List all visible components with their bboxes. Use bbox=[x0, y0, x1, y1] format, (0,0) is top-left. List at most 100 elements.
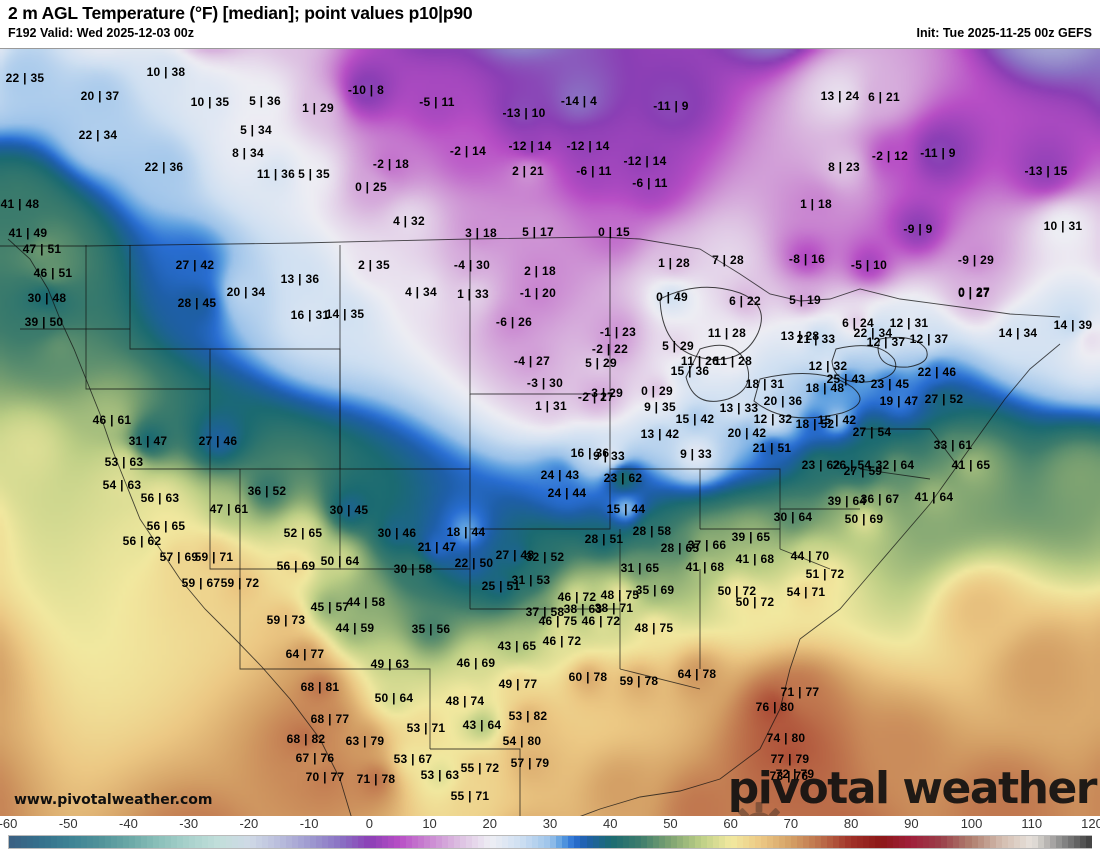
point-value-label: 1 | 33 bbox=[457, 287, 489, 301]
point-value-label: 53 | 71 bbox=[406, 721, 446, 735]
colorbar-segment bbox=[105, 836, 112, 848]
point-value-label: 5 | 29 bbox=[585, 356, 617, 370]
point-value-label: 53 | 67 bbox=[393, 752, 433, 766]
point-value-label: 64 | 78 bbox=[677, 667, 717, 681]
point-value-label: 44 | 58 bbox=[346, 595, 386, 609]
point-value-label: -13 | 15 bbox=[1024, 164, 1068, 178]
point-value-label: 2 | 35 bbox=[358, 258, 390, 272]
point-value-label: -2 | 27 bbox=[577, 390, 615, 404]
colorbar-segment bbox=[321, 836, 328, 848]
colorbar-tick: 90 bbox=[904, 816, 919, 831]
colorbar-tick: 80 bbox=[843, 816, 859, 831]
point-value-label: 37 | 58 bbox=[525, 605, 565, 619]
point-value-label: -2 | 14 bbox=[449, 144, 487, 158]
point-value-label: 59 | 73 bbox=[266, 613, 306, 627]
colorbar-segment bbox=[418, 836, 425, 848]
point-value-label: 13 | 36 bbox=[280, 272, 320, 286]
colorbar-tick: 70 bbox=[783, 816, 799, 831]
colorbar-segment bbox=[171, 836, 178, 848]
point-value-label: 49 | 77 bbox=[498, 677, 538, 691]
point-value-label: -12 | 14 bbox=[566, 139, 610, 153]
colorbar-segment bbox=[893, 836, 900, 848]
point-value-label: 50 | 69 bbox=[844, 512, 884, 526]
colorbar-segment bbox=[532, 836, 539, 848]
colorbar-segment bbox=[33, 836, 40, 848]
colorbar-segment bbox=[189, 836, 196, 848]
colorbar-segment bbox=[195, 836, 202, 848]
point-value-label: 0 | 27 bbox=[958, 285, 990, 299]
colorbar-segment bbox=[562, 836, 569, 848]
point-value-label: 54 | 71 bbox=[786, 585, 826, 599]
point-value-label: 38 | 71 bbox=[594, 601, 634, 615]
colorbar-segment bbox=[803, 836, 810, 848]
point-value-label: 53 | 63 bbox=[420, 768, 460, 782]
point-value-label: -2 | 12 bbox=[871, 149, 909, 163]
colorbar-segment bbox=[857, 836, 864, 848]
colorbar-segment bbox=[845, 836, 852, 848]
point-value-label: 48 | 75 bbox=[634, 621, 674, 635]
point-value-label: 25 | 43 bbox=[826, 372, 866, 386]
colorbar-segment bbox=[550, 836, 557, 848]
point-value-label: 1 | 18 bbox=[800, 197, 832, 211]
point-value-label: 44 | 59 bbox=[335, 621, 375, 635]
colorbar-segment bbox=[514, 836, 521, 848]
point-value-label: 50 | 72 bbox=[735, 595, 775, 609]
point-value-label: 22 | 34 bbox=[853, 326, 893, 340]
colorbar-segment bbox=[658, 836, 665, 848]
point-value-label: -3 | 29 bbox=[586, 386, 624, 400]
point-value-label: 57 | 69 bbox=[159, 550, 199, 564]
point-value-label: 56 | 63 bbox=[140, 491, 180, 505]
site-url-label: www.pivotalweather.com bbox=[14, 792, 213, 808]
point-value-label: 59 | 71 bbox=[194, 550, 234, 564]
colorbar-segment bbox=[899, 836, 906, 848]
point-value-label: 56 | 62 bbox=[122, 534, 162, 548]
point-value-label: 12 | 37 bbox=[866, 335, 906, 349]
point-value-label: 44 | 70 bbox=[790, 549, 830, 563]
colorbar-segment bbox=[466, 836, 473, 848]
point-value-label: 28 | 65 bbox=[660, 541, 700, 555]
colorbar-segment bbox=[911, 836, 918, 848]
point-value-label: 28 | 45 bbox=[177, 296, 217, 310]
point-value-label: -13 | 10 bbox=[502, 106, 546, 120]
point-value-label: 19 | 47 bbox=[879, 394, 919, 408]
colorbar-segment bbox=[309, 836, 316, 848]
colorbar-tick: 20 bbox=[482, 816, 497, 831]
colorbar-segment bbox=[670, 836, 677, 848]
point-value-label: 12 | 31 bbox=[889, 316, 929, 330]
colorbar-segment bbox=[213, 836, 220, 848]
point-value-label: -4 | 27 bbox=[513, 354, 551, 368]
colorbar-segment bbox=[21, 836, 28, 848]
point-value-label: 59 | 67 bbox=[181, 576, 221, 590]
point-value-label: 16 | 36 bbox=[570, 446, 610, 460]
point-value-label: 12 | 32 bbox=[808, 359, 848, 373]
point-value-label: 38 | 63 bbox=[563, 602, 603, 616]
point-value-label: 8 | 34 bbox=[232, 146, 264, 160]
colorbar-segment bbox=[207, 836, 214, 848]
colorbar-segment bbox=[827, 836, 834, 848]
point-value-label: -9 | 9 bbox=[903, 222, 933, 236]
colorbar-segment bbox=[712, 836, 719, 848]
colorbar-segment bbox=[923, 836, 930, 848]
point-value-label: 45 | 57 bbox=[310, 600, 350, 614]
point-value-label: 10 | 31 bbox=[1043, 219, 1083, 233]
point-value-label: 50 | 64 bbox=[320, 554, 360, 568]
point-value-label: 36 | 52 bbox=[247, 484, 287, 498]
point-value-label: 41 | 64 bbox=[914, 490, 954, 504]
point-value-label: 23 | 62 bbox=[603, 471, 643, 485]
point-value-label: 27 | 59 bbox=[843, 464, 883, 478]
point-value-label: 72 | 79 bbox=[775, 767, 815, 781]
point-value-label: 22 | 50 bbox=[454, 556, 494, 570]
point-value-label: 55 | 71 bbox=[450, 789, 490, 803]
colorbar-segment bbox=[977, 836, 984, 848]
point-value-label: 21 | 33 bbox=[796, 332, 836, 346]
colorbar-segment bbox=[147, 836, 154, 848]
colorbar-segment bbox=[93, 836, 100, 848]
point-value-label: 39 | 65 bbox=[731, 530, 771, 544]
point-value-label: 0 | 29 bbox=[641, 384, 673, 398]
point-value-label: 47 | 51 bbox=[22, 242, 62, 256]
colorbar-segment bbox=[490, 836, 497, 848]
colorbar-segment bbox=[460, 836, 467, 848]
point-value-label: 11 | 36 bbox=[256, 167, 296, 181]
point-value-label: 13 | 33 bbox=[719, 401, 759, 415]
